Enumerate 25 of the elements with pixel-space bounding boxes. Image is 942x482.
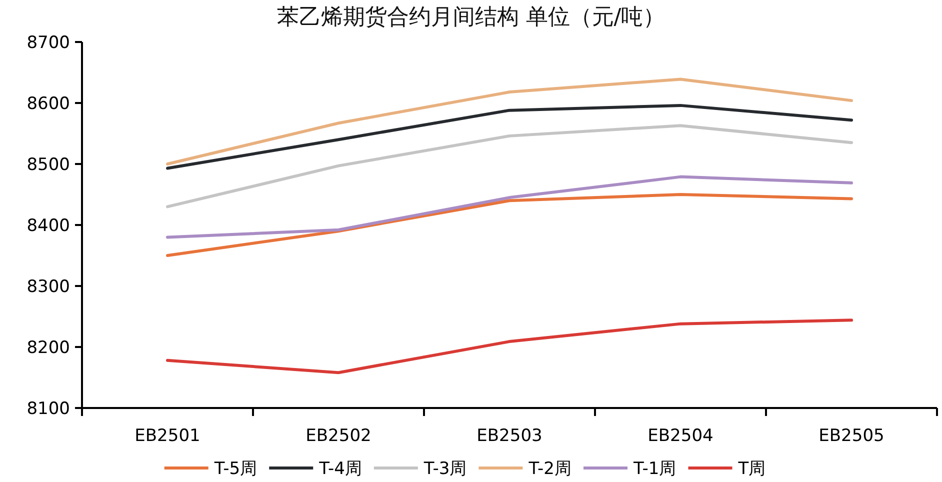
y-tick-label: 8600 xyxy=(26,94,70,114)
y-tick-label: 8500 xyxy=(26,155,70,175)
x-tick-label: EB2503 xyxy=(476,426,542,446)
legend-label: T-2周 xyxy=(528,459,572,479)
y-tick-label: 8300 xyxy=(26,277,70,297)
line-series xyxy=(166,104,853,170)
legend-label: T-3周 xyxy=(422,459,467,479)
line-series xyxy=(166,124,853,208)
y-tick-label: 8200 xyxy=(26,338,70,358)
y-tick-label: 8700 xyxy=(26,33,70,53)
y-tick-label: 8400 xyxy=(26,216,70,236)
x-tick-label: EB2502 xyxy=(306,426,372,446)
legend-label: T-5周 xyxy=(213,459,258,479)
line-series xyxy=(166,78,853,166)
legend-label: T周 xyxy=(737,459,766,479)
x-tick-label: EB2505 xyxy=(818,426,884,446)
legend-label: T-4周 xyxy=(318,459,362,479)
x-tick-label: EB2501 xyxy=(134,426,200,446)
x-tick-label: EB2504 xyxy=(648,426,714,446)
y-tick-label: 8100 xyxy=(26,399,70,419)
legend-label: T-1周 xyxy=(632,459,676,479)
line-series xyxy=(166,193,853,257)
line-series xyxy=(166,175,853,239)
line-series xyxy=(166,318,853,374)
chart-title: 苯乙烯期货合约月间结构 单位（元/吨） xyxy=(276,5,666,30)
